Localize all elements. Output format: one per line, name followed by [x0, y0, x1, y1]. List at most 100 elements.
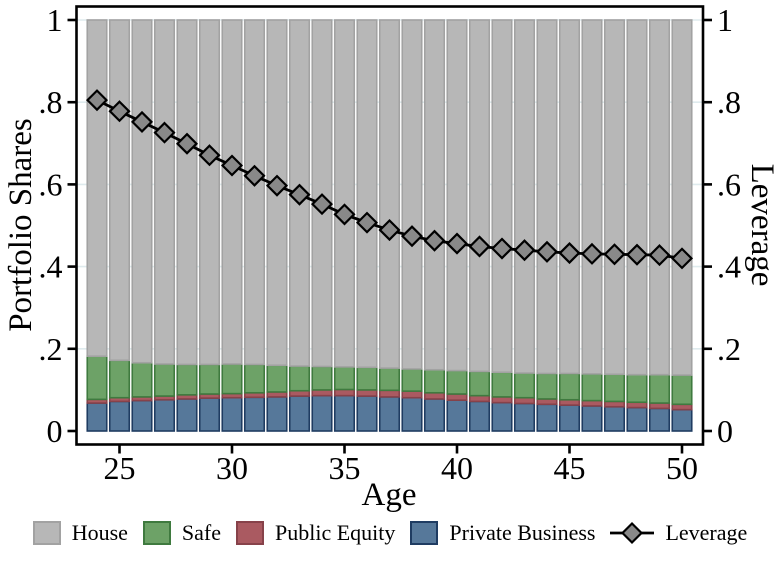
legend-diamond-line-icon [610, 521, 655, 545]
x-axis-title: Age [361, 477, 417, 513]
left-tick-label-.8: .8 [39, 84, 63, 120]
bar-private-business-age-45 [558, 404, 581, 432]
bar-public-equity-age-46 [581, 399, 603, 407]
leverage-marker-age-39 [423, 229, 446, 252]
bar-public-equity-age-50 [671, 403, 693, 411]
x-tick-label-35: 35 [329, 450, 361, 486]
leverage-marker-age-35 [333, 203, 356, 226]
bar-safe-age-28 [176, 363, 198, 396]
bar-private-business-age-50 [671, 408, 693, 432]
bar-safe-age-30 [221, 363, 243, 395]
right-tick-label-.2: .2 [717, 331, 741, 367]
legend-label-leverage: Leverage [665, 520, 748, 545]
bar-public-equity-age-40 [446, 393, 468, 401]
bar-house-age-30 [221, 19, 243, 365]
bar-public-equity-age-45 [558, 398, 581, 406]
bar-safe-age-38 [401, 368, 423, 392]
legend-label-house: House [71, 520, 128, 545]
bar-public-equity-age-33 [288, 389, 311, 397]
bar-safe-age-32 [266, 364, 288, 393]
bar-safe-age-47 [603, 373, 626, 403]
leverage-marker-age-34 [310, 193, 334, 216]
bar-house-age-47 [603, 19, 626, 376]
axis-ticks-and-labels: 0 0 .2 .2 .4 .4 .6 .6 .8 .8 1 1 25 30 35 40 45 50 [39, 2, 742, 486]
leverage-marker-age-43 [513, 239, 536, 262]
legend-swatch-safe-icon [142, 521, 171, 545]
bar-house-age-49 [648, 19, 671, 376]
leverage-marker-age-24 [85, 89, 109, 112]
bar-safe-age-43 [513, 372, 536, 399]
bar-private-business-age-32 [266, 396, 288, 432]
bar-safe-age-48 [626, 373, 648, 404]
leverage-marker-age-46 [580, 242, 604, 265]
bar-private-business-age-28 [176, 398, 198, 432]
leverage-marker-age-42 [490, 237, 514, 260]
bar-house-age-43 [513, 19, 536, 374]
leverage-marker-age-27 [153, 121, 176, 144]
leverage-marker-age-30 [220, 154, 244, 177]
leverage-marker-age-29 [198, 144, 221, 167]
bar-private-business-age-49 [648, 407, 671, 432]
bar-safe-age-49 [648, 373, 671, 404]
bar-private-business-age-38 [401, 396, 423, 432]
bar-public-equity-age-44 [536, 398, 558, 406]
right-tick-label-.4: .4 [717, 249, 741, 285]
legend-item-house: House [32, 520, 128, 545]
leverage-marker-age-32 [265, 174, 289, 197]
bar-private-business-age-41 [468, 400, 491, 432]
bar-house-age-41 [468, 19, 491, 373]
left-axis-title: Portfolio Shares [3, 118, 39, 332]
bar-house-age-42 [491, 19, 513, 374]
bar-house-age-50 [671, 19, 693, 376]
leverage-marker-age-33 [288, 183, 311, 206]
right-tick-label-1: 1 [717, 2, 733, 38]
x-tick-label-40: 40 [441, 450, 473, 486]
leverage-marker-age-38 [400, 225, 424, 248]
leverage-marker-age-50 [670, 247, 694, 270]
bar-safe-age-25 [108, 359, 131, 399]
bar-house-age-40 [446, 19, 468, 372]
leverage-marker-age-37 [378, 218, 401, 242]
bar-private-business-age-46 [581, 405, 603, 432]
bar-house-age-29 [198, 19, 221, 366]
bar-private-business-age-37 [378, 396, 401, 432]
bar-safe-age-44 [536, 372, 558, 400]
bar-public-equity-age-38 [401, 390, 423, 399]
leverage-marker-age-41 [468, 235, 491, 258]
bar-house-age-26 [131, 19, 153, 364]
left-tick-label-.2: .2 [39, 331, 63, 367]
bar-public-equity-age-47 [603, 400, 626, 408]
legend-item-safe: Safe [142, 521, 221, 545]
bar-safe-age-36 [356, 366, 378, 391]
bar-private-business-age-31 [243, 396, 266, 432]
bar-safe-age-26 [131, 361, 153, 398]
legend-item-leverage: Leverage [610, 520, 747, 546]
leverage-marker-age-45 [558, 241, 581, 265]
leverage-marker-age-28 [175, 132, 199, 155]
bar-private-business-age-24 [86, 402, 108, 432]
leverage-marker-age-36 [355, 211, 379, 234]
x-tick-label-30: 30 [216, 450, 248, 486]
bar-private-business-age-42 [491, 401, 513, 432]
bar-safe-age-35 [333, 366, 356, 391]
legend-item-private-business: Private Business [410, 521, 595, 545]
bar-house-age-24 [86, 19, 108, 357]
bar-house-age-37 [378, 19, 401, 369]
bar-public-equity-age-48 [626, 401, 648, 409]
bar-public-equity-age-36 [356, 389, 378, 397]
plot-frame [75, 5, 705, 446]
legend-item-public-equity: Public Equity [236, 521, 395, 545]
legend-swatch-house-icon [32, 521, 61, 545]
legend-swatch-private-business-icon [410, 521, 439, 545]
bar-private-business-age-33 [288, 395, 311, 432]
bar-private-business-age-29 [198, 397, 221, 432]
leverage-markers [85, 89, 694, 270]
right-axis-title: Leverage [744, 163, 780, 287]
leverage-marker-age-47 [603, 243, 626, 266]
bar-safe-age-33 [288, 365, 311, 392]
bar-safe-age-37 [378, 367, 401, 392]
x-tick-label-25: 25 [104, 450, 136, 486]
bar-private-business-age-26 [131, 399, 153, 432]
